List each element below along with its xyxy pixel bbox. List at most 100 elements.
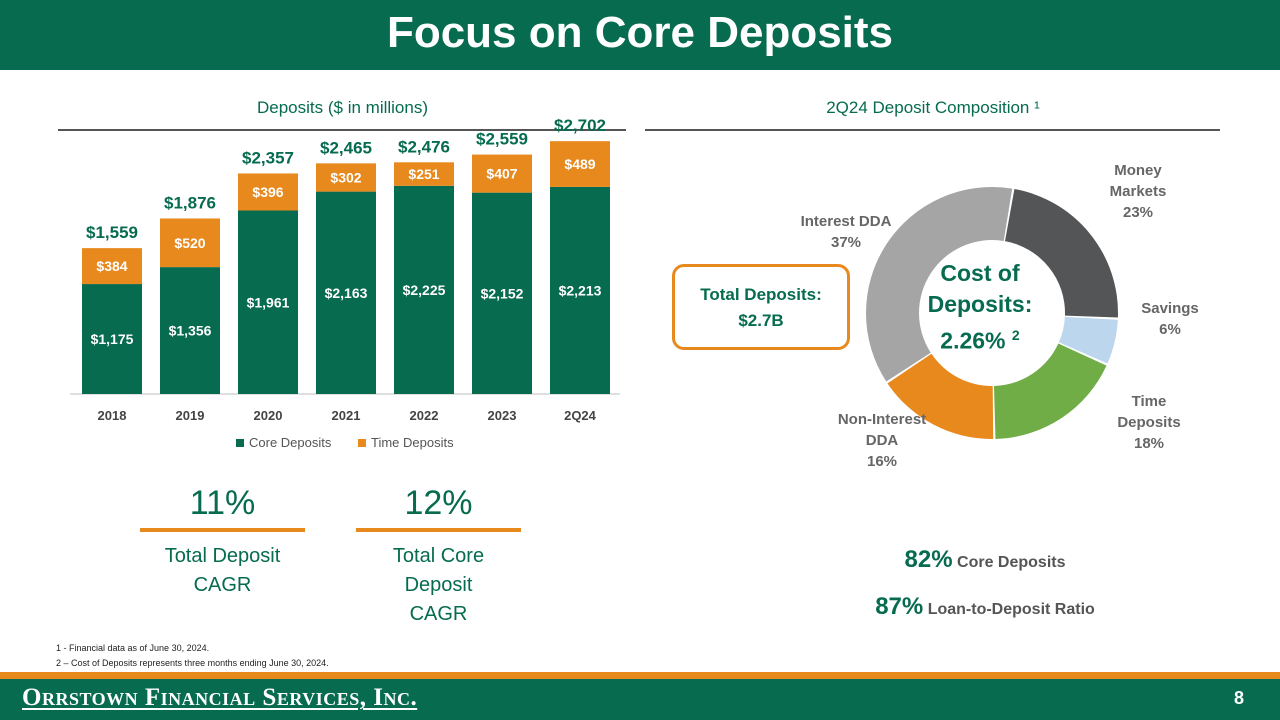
cost-of-deposits: Cost of Deposits: 2.26% 2 (920, 258, 1040, 357)
bar-label-core: $1,356 (169, 323, 212, 339)
bar-core-deposits (472, 192, 532, 394)
deposits-chart-title: Deposits ($ in millions) (257, 98, 428, 117)
slice-label-line: Deposits (1117, 414, 1180, 431)
page-number: 8 (1233, 688, 1244, 708)
total-deposits-value: $2.7B (738, 311, 784, 330)
donut-slice-time-deposits (994, 343, 1107, 439)
slice-label-line: Non-Interest (838, 411, 926, 428)
donut-slice-money-markets (1004, 189, 1118, 318)
cost-of-deposits-line2: Deposits: (927, 291, 1033, 317)
bar-label-core: $2,163 (325, 285, 368, 301)
bar-core-deposits (82, 284, 142, 394)
bar-time-deposits (550, 141, 610, 187)
bar-total-label: $1,559 (86, 223, 138, 242)
bar-label-time: $302 (330, 169, 361, 185)
bar-total-label: $2,476 (398, 137, 450, 156)
donut-slice-interest-dda (866, 187, 1013, 382)
total-core-deposit-cagr-value: 12% (404, 484, 473, 522)
bar-label-core: $1,175 (91, 331, 134, 347)
bar-label-core: $1,961 (247, 294, 290, 310)
slice-label-line: Time (1132, 393, 1167, 410)
footnotes: 1 - Financial data as of June 30, 2024. … (56, 641, 329, 671)
x-tick-label: 2018 (98, 408, 127, 423)
slice-label-line: 23% (1123, 204, 1153, 221)
core-deposits-stat: 82% Core Deposits (760, 546, 1210, 574)
company-logo: Orrstown Financial Services, Inc. (22, 684, 418, 711)
slice-label-line: Money (1114, 162, 1162, 179)
donut-slice-savings (1058, 316, 1118, 364)
bar-label-core: $2,225 (403, 282, 446, 298)
footer-accent-stripe (0, 672, 1280, 679)
loan-to-deposit-stat-label: Loan-to-Deposit Ratio (927, 601, 1095, 618)
bar-core-deposits (394, 185, 454, 394)
deposit-composition-donut: Money Markets 23% Savings 6% Time Deposits 18% N… (801, 162, 1199, 470)
legend-label-core: Core Deposits (249, 435, 332, 450)
cagr-underline (356, 528, 521, 532)
cost-of-deposits-line1: Cost of (940, 260, 1020, 286)
legend-swatch-core (236, 439, 244, 447)
donut-slice-non-interest-dda (887, 353, 994, 440)
slice-label: Time Deposits 18% (1117, 393, 1180, 452)
loan-to-deposit-stat: 87% Loan-to-Deposit Ratio (760, 593, 1210, 621)
bar-label-time: $251 (408, 166, 439, 182)
bar-time-deposits (394, 162, 454, 186)
slice-label: Interest DDA 37% (801, 213, 892, 251)
x-tick-label: 2Q24 (564, 408, 597, 423)
total-deposit-cagr-label: Total Deposit CAGR (164, 545, 281, 596)
bar-total-label: $2,465 (320, 138, 372, 157)
bar-core-deposits (550, 186, 610, 394)
core-deposits-stat-label: Core Deposits (957, 554, 1066, 571)
slice-label-line: 16% (867, 453, 897, 470)
core-deposits-stat-value: 82% (904, 546, 953, 573)
footnote-1: 1 - Financial data as of June 30, 2024. (56, 643, 210, 653)
cost-of-deposits-footnote-mark: 2 (1011, 327, 1020, 343)
x-tick-label: 2021 (332, 408, 361, 423)
title-bar (0, 0, 1280, 70)
deposits-bar-chart: $1,175 $384 $1,559 2018 $1,356 $520 $1,876 2019… (70, 116, 620, 450)
cagr-underline (140, 528, 305, 532)
bar-label-time: $489 (564, 156, 595, 172)
bar-label-time: $520 (174, 235, 205, 251)
slice-label-line: DDA (866, 432, 899, 449)
bar-total-label: $2,702 (554, 116, 606, 135)
left-divider (58, 129, 626, 131)
cost-of-deposits-value-row: 2.26% 2 (920, 320, 1040, 357)
bar-time-deposits (316, 163, 376, 192)
bar-total-label: $2,357 (242, 148, 294, 167)
bar-label-core: $2,213 (559, 282, 602, 298)
total-core-deposit-cagr-label: Total Core Deposit CAGR (392, 545, 485, 625)
bar-label-core: $2,152 (481, 285, 524, 301)
loan-to-deposit-stat-value: 87% (875, 593, 924, 620)
slice-label: Money Markets 23% (1110, 162, 1167, 221)
slice-label-line: 37% (831, 234, 861, 251)
bar-time-deposits (238, 173, 298, 211)
legend-swatch-time (358, 439, 366, 447)
bar-core-deposits (160, 267, 220, 394)
bar-time-deposits (472, 154, 532, 193)
x-tick-label: 2022 (410, 408, 439, 423)
total-deposits-box: Total Deposits: $2.7B (672, 264, 850, 350)
right-divider (645, 129, 1220, 131)
footnote-2: 2 – Cost of Deposits represents three mo… (56, 658, 329, 668)
slice-label: Savings 6% (1141, 300, 1199, 338)
bar-label-time: $396 (252, 184, 283, 200)
bar-time-deposits (160, 218, 220, 268)
bar-core-deposits (238, 210, 298, 394)
total-deposit-cagr-value: 11% (189, 484, 256, 522)
x-tick-label: 2023 (488, 408, 517, 423)
bar-total-label: $1,876 (164, 193, 216, 212)
slice-label-line: 6% (1159, 321, 1181, 338)
slice-label-line: Markets (1110, 183, 1167, 200)
legend-label-time: Time Deposits (371, 435, 454, 450)
composition-chart-title: 2Q24 Deposit Composition ¹ (826, 98, 1040, 117)
total-deposits-label: Total Deposits: (700, 285, 822, 304)
x-tick-label: 2020 (254, 408, 283, 423)
slice-label-line: Interest DDA (801, 213, 892, 230)
slice-label: Non-Interest DDA 16% (838, 411, 926, 470)
cost-of-deposits-value: 2.26% (940, 327, 1006, 354)
bar-label-time: $407 (486, 166, 517, 182)
x-tick-label: 2019 (176, 408, 205, 423)
slice-label-line: Savings (1141, 300, 1199, 317)
footer-bar (0, 679, 1280, 720)
bar-time-deposits (82, 248, 142, 285)
